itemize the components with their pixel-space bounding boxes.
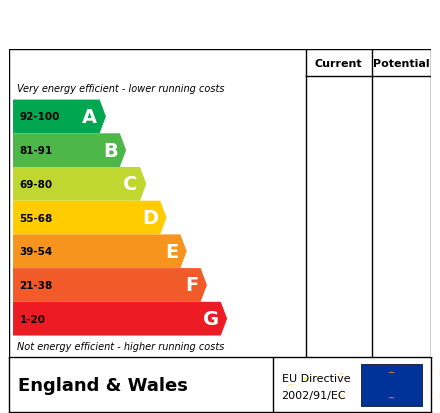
Polygon shape	[287, 385, 296, 386]
Polygon shape	[13, 302, 227, 336]
Text: 81-91: 81-91	[19, 146, 52, 156]
Polygon shape	[13, 235, 187, 268]
Text: 39-54: 39-54	[19, 247, 53, 256]
Polygon shape	[13, 134, 126, 168]
Text: F: F	[185, 276, 198, 295]
Polygon shape	[387, 372, 396, 373]
Polygon shape	[437, 373, 440, 375]
Text: 55-68: 55-68	[19, 213, 53, 223]
Text: G: G	[202, 309, 219, 328]
Text: A: A	[82, 108, 98, 127]
Polygon shape	[300, 378, 309, 379]
Text: 2002/91/EC: 2002/91/EC	[282, 390, 346, 400]
Text: 21-38: 21-38	[19, 280, 53, 290]
Polygon shape	[13, 100, 106, 134]
Text: EU Directive: EU Directive	[282, 373, 350, 383]
Polygon shape	[13, 268, 207, 302]
Bar	[361, 364, 422, 406]
Text: C: C	[124, 175, 138, 194]
Text: 92-100: 92-100	[19, 112, 60, 122]
Text: Very energy efficient - lower running costs: Very energy efficient - lower running co…	[17, 84, 225, 94]
Polygon shape	[13, 201, 166, 235]
Text: 69-80: 69-80	[19, 179, 52, 190]
Text: Potential: Potential	[373, 58, 430, 69]
Text: Energy Efficiency Rating: Energy Efficiency Rating	[13, 14, 320, 34]
Text: D: D	[142, 209, 158, 228]
Polygon shape	[300, 391, 309, 392]
Text: B: B	[103, 141, 117, 160]
Polygon shape	[13, 168, 147, 201]
Polygon shape	[387, 397, 396, 398]
Text: Not energy efficient - higher running costs: Not energy efficient - higher running co…	[17, 342, 225, 351]
Text: England & Wales: England & Wales	[18, 376, 187, 394]
Polygon shape	[337, 373, 346, 375]
Text: Current: Current	[315, 58, 363, 69]
Text: 1-20: 1-20	[19, 314, 45, 324]
Text: E: E	[165, 242, 178, 261]
